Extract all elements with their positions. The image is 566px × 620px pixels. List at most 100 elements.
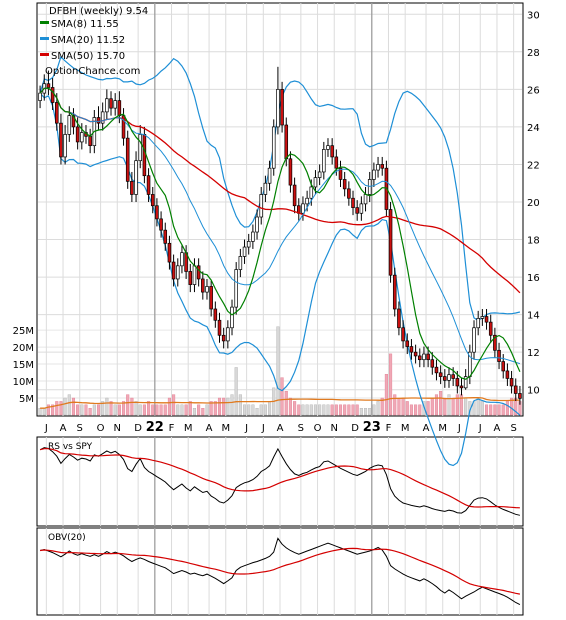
- volume-bar: [293, 401, 297, 416]
- volume-bar: [201, 408, 205, 416]
- candle-body: [221, 334, 226, 342]
- volume-bar: [234, 367, 238, 416]
- legend-swatch-sma8: [40, 21, 49, 24]
- candle-body: [455, 378, 460, 387]
- volume-bar: [418, 404, 422, 416]
- candle-body: [167, 242, 172, 263]
- volume-bar: [247, 404, 251, 416]
- volume-bar: [222, 397, 226, 416]
- candle-body: [451, 374, 455, 379]
- volume-bar: [409, 404, 413, 416]
- candle-body: [476, 318, 480, 329]
- price-tick-label: 14: [527, 311, 540, 322]
- volume-bar: [505, 401, 509, 416]
- volume-bar: [238, 394, 242, 416]
- candle-body: [134, 160, 138, 195]
- volume-bar: [76, 404, 80, 416]
- volume-bar: [380, 397, 384, 416]
- candle-body: [463, 376, 468, 389]
- volume-bar: [230, 394, 234, 416]
- candle-body: [171, 261, 176, 280]
- candle-body: [422, 353, 426, 361]
- obv-average-line: [40, 547, 521, 595]
- volume-bar: [96, 404, 101, 416]
- volume-bar: [71, 397, 76, 416]
- volume-bar: [276, 326, 280, 416]
- volume-bar: [155, 404, 159, 416]
- candle-body: [472, 327, 476, 353]
- volume-bar: [163, 404, 167, 416]
- month-label: M: [221, 423, 230, 434]
- volume-bar: [226, 397, 230, 416]
- candle-body: [372, 169, 376, 180]
- volume-tick-label: 10M: [13, 377, 34, 388]
- volume-bar: [67, 394, 71, 416]
- candle-body: [259, 194, 263, 218]
- volume-bar: [142, 404, 146, 416]
- candle-body: [159, 218, 163, 231]
- candle-body: [180, 252, 184, 267]
- candle-body: [213, 308, 218, 321]
- month-label: J: [478, 423, 482, 434]
- candle-body: [438, 372, 443, 377]
- volume-bar: [347, 404, 351, 416]
- volume-bar: [322, 404, 326, 416]
- candle-body: [67, 115, 72, 135]
- candle-body: [413, 351, 418, 357]
- month-label: M: [438, 423, 447, 434]
- volume-bar: [510, 397, 514, 416]
- volume-tick-label: 5M: [19, 394, 34, 405]
- month-label: J: [44, 423, 48, 434]
- candle-body: [226, 327, 230, 342]
- volume-bar: [151, 404, 155, 416]
- volume-bar: [455, 394, 459, 416]
- volume-bar: [326, 404, 330, 416]
- candle-body: [447, 374, 451, 381]
- candle-body: [96, 117, 101, 124]
- volume-bar: [401, 397, 405, 416]
- candle-body: [155, 205, 159, 220]
- candle-body: [397, 308, 401, 329]
- candle-body: [493, 334, 497, 351]
- candle-body: [59, 122, 63, 158]
- bollinger-upper: [39, 55, 521, 322]
- average-volume-line: [40, 397, 520, 409]
- candle-body: [484, 316, 489, 323]
- candle-body: [113, 100, 117, 109]
- candle-body: [518, 393, 522, 399]
- volume-bar: [80, 404, 84, 416]
- legend: SMA(8) 11.55 SMA(20) 11.52 SMA(50) 15.70: [40, 19, 125, 62]
- candle-body: [100, 111, 105, 124]
- volume-bar: [447, 394, 451, 416]
- volume-bar: [134, 401, 138, 416]
- candle-body: [355, 207, 359, 214]
- candle-body: [50, 87, 55, 103]
- indicator-lines: [39, 447, 521, 606]
- obv-panel-label: OBV(20): [48, 533, 86, 543]
- month-label: O: [314, 423, 322, 434]
- volume-bar: [443, 397, 447, 416]
- volume-bar: [59, 401, 63, 416]
- candle-body: [363, 194, 368, 205]
- volume-bar: [355, 404, 359, 416]
- sma20-line: [39, 87, 521, 365]
- candle-body: [497, 349, 501, 362]
- volume-bar: [192, 408, 197, 416]
- candle-body: [330, 145, 334, 158]
- candle-body: [142, 134, 147, 177]
- month-label: J: [457, 423, 461, 434]
- candle-body: [263, 182, 268, 195]
- candle-body: [322, 149, 326, 173]
- legend-swatch-sma50: [40, 53, 49, 56]
- bollinger-bands: [39, 55, 521, 467]
- legend-sma8: SMA(8) 11.55: [51, 19, 119, 30]
- candle-body: [418, 355, 422, 361]
- month-label: O: [97, 423, 105, 434]
- candle-body: [513, 385, 518, 394]
- price-tick-label: 10: [527, 386, 540, 397]
- candle-body: [55, 102, 59, 124]
- volume-bar: [501, 404, 505, 416]
- legend-sma50: SMA(50) 15.70: [51, 51, 125, 62]
- month-label: 23: [363, 420, 381, 435]
